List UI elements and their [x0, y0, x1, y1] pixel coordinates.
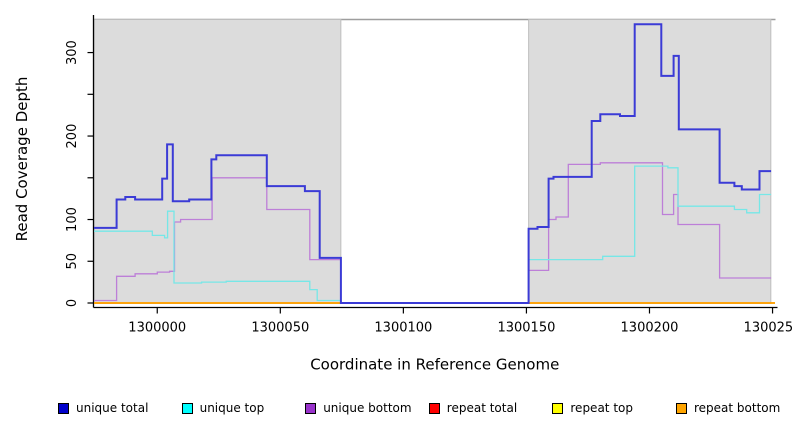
x-tick-label: 1300150 — [497, 321, 555, 336]
legend-swatch-icon — [58, 402, 69, 414]
legend-item-repeat-bottom: repeat bottom — [676, 400, 780, 416]
plot-svg: 1300000 1300050 1300100 1300150 1300200 13002… — [13, 15, 792, 374]
legend-item-unique-bottom: unique bottom — [305, 400, 412, 416]
legend-label: unique bottom — [323, 401, 412, 415]
series-unique-total — [94, 23, 772, 304]
legend-item-repeat-top: repeat top — [552, 400, 633, 416]
x-tick-label: 1300200 — [621, 321, 679, 336]
x-tick-label: 1300000 — [128, 321, 186, 336]
y-tick-label: 300 — [65, 40, 80, 65]
y-tick-label: 50 — [65, 253, 80, 270]
legend-swatch-icon — [428, 402, 440, 414]
legend-label: repeat top — [570, 401, 633, 415]
legend-item-unique-total: unique total — [58, 400, 148, 416]
legend-item-repeat-total: repeat total — [428, 400, 518, 416]
legend-swatch-icon — [305, 402, 317, 414]
legend-swatch-icon — [552, 402, 564, 414]
legend-label: unique total — [76, 401, 149, 415]
legend-label: repeat bottom — [694, 401, 781, 415]
gray-region — [93, 19, 342, 304]
y-tick-label: 200 — [65, 124, 80, 149]
legend: unique total unique top unique bottom repea… — [0, 400, 792, 420]
y-tick-label: 0 — [65, 299, 80, 307]
legend-swatch-icon — [181, 402, 193, 414]
legend-label: unique top — [199, 401, 265, 415]
gray-region — [528, 19, 772, 304]
y-axis-title: Read Coverage Depth — [13, 77, 31, 242]
x-tick-label: 1300100 — [374, 321, 432, 336]
legend-label: repeat total — [446, 401, 518, 415]
legend-swatch-icon — [676, 402, 687, 414]
y-tick-label: 100 — [65, 207, 80, 232]
x-axis-title: Coordinate in Reference Genome — [310, 356, 559, 374]
legend-item-unique-top: unique top — [181, 400, 265, 416]
x-tick-label: 1300050 — [251, 321, 309, 336]
